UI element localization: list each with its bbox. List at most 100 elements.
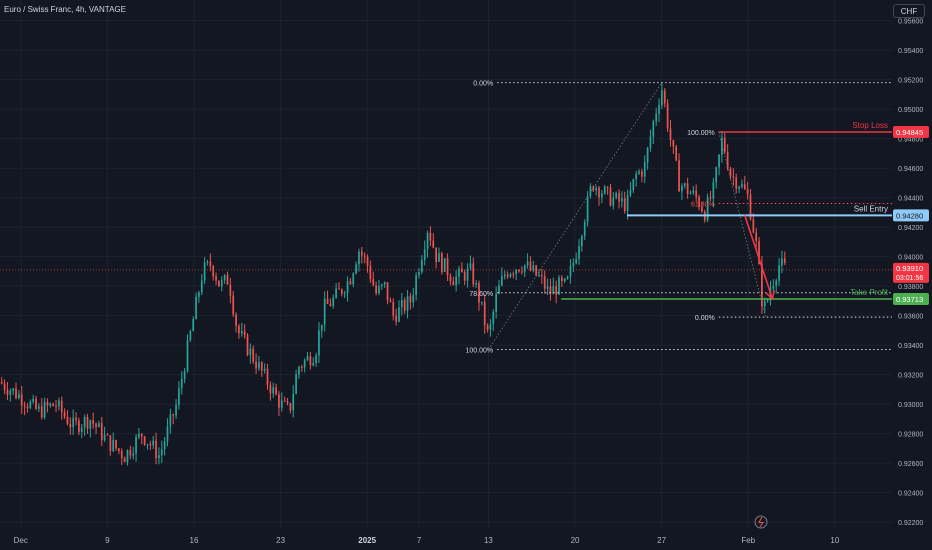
candle-body: [723, 137, 726, 152]
candle-body: [243, 331, 246, 336]
candle-body: [229, 284, 232, 296]
current-price-badge: 0.93910 03:01:56: [893, 262, 929, 283]
badge-text: 0.94845: [896, 128, 923, 137]
candle-body: [566, 276, 569, 279]
fib-left-level-label: 78.60%: [469, 291, 493, 298]
candle-body: [380, 284, 383, 286]
candle-body: [406, 296, 409, 311]
candle-body: [400, 299, 403, 308]
time-axis[interactable]: Dec 9 16 23 2025 7 13 20 27 Feb 10: [14, 536, 840, 545]
candle-body: [743, 184, 746, 190]
candle-body: [555, 286, 558, 295]
candle-body: [275, 387, 277, 395]
candle-body: [526, 261, 529, 266]
x-tick-label: 2025: [358, 536, 376, 545]
candle-body: [366, 256, 369, 266]
candle-body: [126, 449, 129, 463]
candle-body: [46, 401, 49, 406]
candle-body: [501, 276, 503, 286]
candle-body: [718, 154, 720, 168]
price-axis[interactable]: 0.95600 0.95400 0.95200 0.95000 0.94800 0.946…: [898, 19, 923, 527]
candle-body: [606, 186, 609, 188]
candle-body: [529, 261, 532, 271]
candle-body: [449, 275, 452, 282]
candle-body: [123, 457, 126, 463]
candle-body: [503, 274, 506, 277]
candle-body: [475, 283, 477, 285]
currency-button[interactable]: CHF: [893, 4, 925, 18]
candle-body: [601, 193, 603, 198]
candle-body: [506, 274, 509, 277]
candle-body: [595, 187, 598, 191]
fib-left-level-label: 100.00%: [465, 348, 493, 355]
candle-body: [643, 162, 646, 177]
candle-body: [715, 167, 718, 183]
candle-body: [172, 414, 175, 416]
current-price-text: 0.93910: [896, 264, 923, 273]
y-tick-label: 0.93600: [898, 314, 923, 321]
symbol-title[interactable]: Euro / Swiss Franc, 4h, VANTAGE: [4, 5, 126, 14]
candle-body: [543, 276, 546, 289]
candle-body: [29, 401, 32, 408]
candle-body: [212, 266, 215, 277]
x-tick-label: 27: [657, 536, 666, 545]
candle-body: [632, 178, 635, 191]
x-tick-label: 13: [484, 536, 493, 545]
x-tick-label: 10: [830, 536, 839, 545]
candle-body: [120, 450, 123, 458]
candle-body: [423, 249, 426, 260]
candle-body: [746, 189, 749, 195]
candle-body: [18, 394, 20, 399]
candle-body: [363, 255, 366, 257]
candle-body: [158, 455, 160, 459]
candle-body: [38, 406, 40, 409]
candle-body: [246, 335, 249, 356]
candle-body: [100, 423, 103, 440]
candle-body: [260, 362, 263, 371]
candle-body: [112, 440, 115, 451]
candle-body: [20, 394, 23, 406]
badge-bg: [893, 292, 929, 305]
candle-body: [646, 147, 649, 163]
candle-body: [258, 362, 260, 369]
candle-body: [532, 265, 535, 271]
candle-body: [589, 186, 592, 197]
y-tick-label: 0.94400: [898, 196, 923, 203]
candle-body: [180, 378, 183, 389]
candle-body: [138, 433, 140, 438]
candle-body: [52, 403, 55, 406]
candle-body: [32, 398, 35, 402]
candle-body: [638, 171, 640, 174]
candle-body: [618, 192, 620, 202]
candle-body: [369, 265, 372, 280]
candle-body: [166, 426, 169, 442]
candle-body: [466, 268, 469, 281]
candle-body: [415, 275, 417, 295]
candle-body: [75, 417, 77, 421]
candle-body: [575, 258, 578, 264]
y-tick-label: 0.93800: [898, 284, 923, 291]
candle-body: [238, 325, 240, 334]
candle-body: [286, 401, 289, 404]
grid: [0, 0, 892, 528]
candle-body: [132, 453, 135, 456]
candle-body: [263, 368, 266, 371]
x-tick-label: 23: [276, 536, 285, 545]
candle-body: [86, 416, 89, 429]
x-tick-label: 9: [105, 536, 110, 545]
candle-body: [109, 435, 112, 451]
candle-body: [295, 374, 297, 394]
candle-body: [701, 207, 703, 212]
candle-body: [592, 186, 595, 191]
candle-body: [249, 348, 252, 356]
candle-body: [661, 90, 663, 106]
candle-body: [452, 281, 455, 286]
candle-body: [435, 247, 437, 262]
candle-body: [115, 440, 117, 449]
fib-trend-line: [718, 131, 766, 318]
candle-body: [72, 417, 75, 428]
candle-body: [672, 140, 675, 147]
candle-body: [709, 197, 712, 199]
candle-body: [255, 361, 257, 369]
